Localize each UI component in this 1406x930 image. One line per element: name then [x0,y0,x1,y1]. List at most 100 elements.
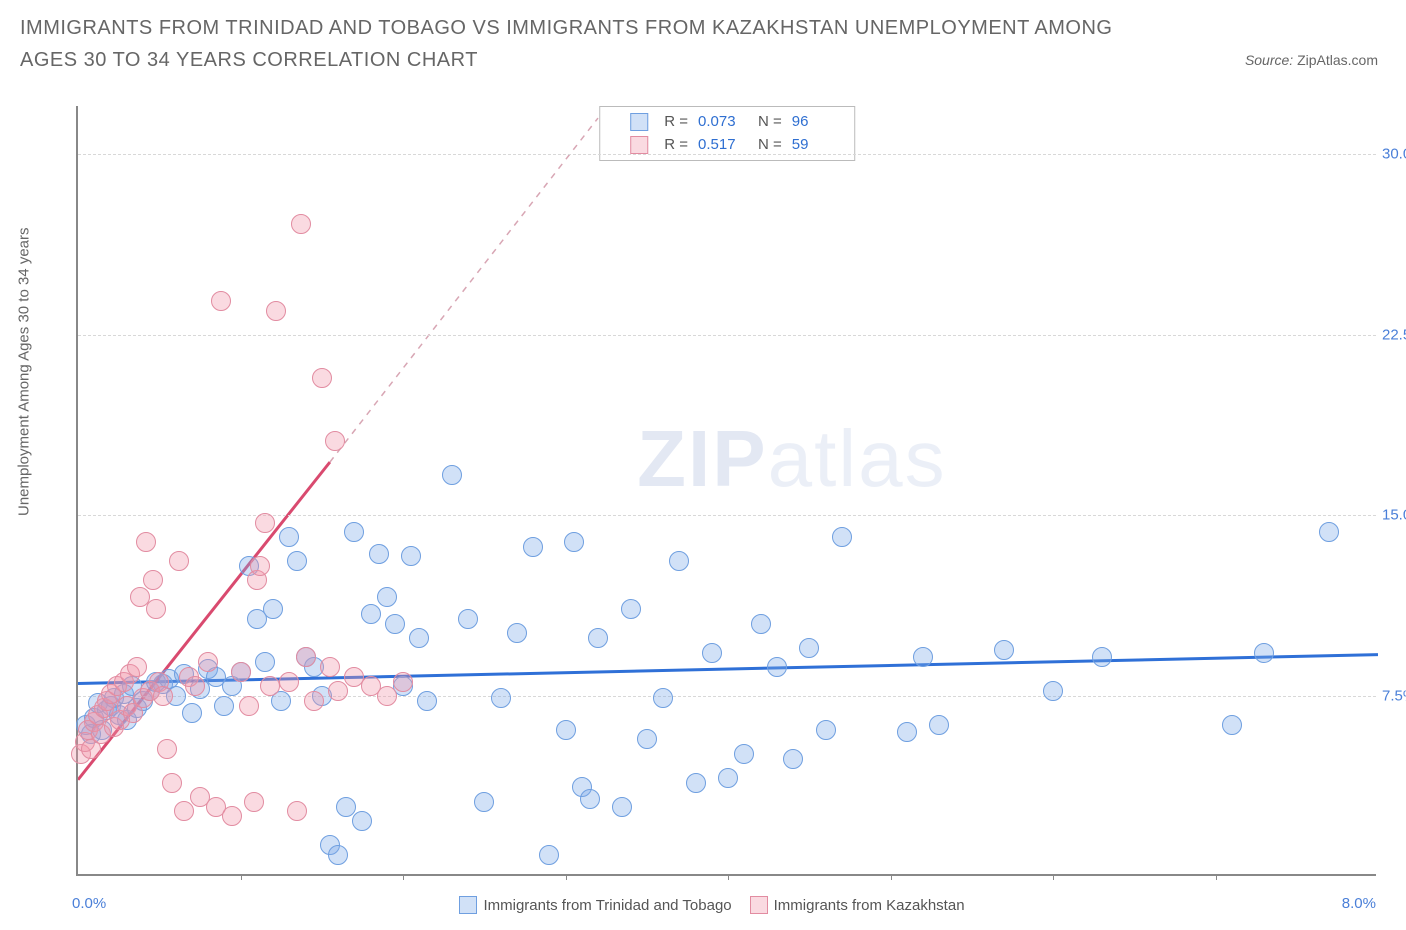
data-point-trinidad [913,647,933,667]
data-point-kazakhstan [174,801,194,821]
n-value: 59 [792,134,842,157]
data-point-trinidad [328,845,348,865]
data-point-kazakhstan [279,672,299,692]
data-point-trinidad [637,729,657,749]
data-point-trinidad [564,532,584,552]
data-point-kazakhstan [325,431,345,451]
n-label: N = [758,111,782,134]
data-point-trinidad [897,722,917,742]
data-point-trinidad [816,720,836,740]
trend-lines [78,106,1378,876]
data-point-trinidad [263,599,283,619]
data-point-kazakhstan [153,686,173,706]
page-title: IMMIGRANTS FROM TRINIDAD AND TOBAGO VS I… [20,12,1120,76]
data-point-trinidad [442,465,462,485]
data-point-trinidad [491,688,511,708]
data-point-trinidad [1043,681,1063,701]
data-point-kazakhstan [231,662,251,682]
r-label: R = [664,134,688,157]
data-point-trinidad [401,546,421,566]
x-tick [1216,874,1217,880]
data-point-trinidad [287,551,307,571]
data-point-kazakhstan [296,647,316,667]
data-point-trinidad [1319,522,1339,542]
legend-swatch-trinidad [459,896,477,914]
source-name: ZipAtlas.com [1297,52,1378,68]
r-value: 0.517 [698,134,748,157]
data-point-trinidad [474,792,494,812]
data-point-trinidad [612,797,632,817]
correlation-stats-box: R =0.073N =96R =0.517N =59 [599,106,855,161]
data-point-kazakhstan [136,532,156,552]
data-point-trinidad [255,652,275,672]
data-point-trinidad [751,614,771,634]
data-point-kazakhstan [377,686,397,706]
source-attribution: Source: ZipAtlas.com [1245,52,1378,68]
data-point-trinidad [702,643,722,663]
data-point-kazakhstan [266,301,286,321]
data-point-kazakhstan [169,551,189,571]
series-legend: Immigrants from Trinidad and TobagoImmig… [20,896,1386,914]
data-point-trinidad [653,688,673,708]
scatter-plot: ZIPatlas R =0.073N =96R =0.517N =59 7.5%… [76,106,1376,876]
data-point-trinidad [539,845,559,865]
data-point-trinidad [621,599,641,619]
data-point-trinidad [377,587,397,607]
data-point-trinidad [1222,715,1242,735]
n-value: 96 [792,111,842,134]
x-tick [566,874,567,880]
data-point-trinidad [344,522,364,542]
data-point-trinidad [417,691,437,711]
x-tick [1053,874,1054,880]
y-axis-label: Unemployment Among Ages 30 to 34 years [16,227,33,516]
data-point-trinidad [767,657,787,677]
legend-label-kazakhstan: Immigrants from Kazakhstan [774,897,965,914]
data-point-trinidad [279,527,299,547]
data-point-kazakhstan [255,513,275,533]
data-point-trinidad [336,797,356,817]
data-point-trinidad [832,527,852,547]
data-point-trinidad [686,773,706,793]
data-point-trinidad [669,551,689,571]
data-point-trinidad [580,789,600,809]
x-tick [891,874,892,880]
data-point-trinidad [588,628,608,648]
data-point-kazakhstan [143,570,163,590]
legend-swatch-kazakhstan [750,896,768,914]
x-tick [241,874,242,880]
data-point-trinidad [734,744,754,764]
data-point-trinidad [385,614,405,634]
data-point-kazakhstan [239,696,259,716]
data-point-kazakhstan [211,291,231,311]
chart-container: Unemployment Among Ages 30 to 34 years Z… [20,96,1386,916]
data-point-kazakhstan [244,792,264,812]
data-point-kazakhstan [393,672,413,692]
data-point-trinidad [523,537,543,557]
y-tick-label: 22.5% [1382,326,1406,343]
swatch-kazakhstan [630,136,648,154]
data-point-trinidad [994,640,1014,660]
data-point-kazakhstan [291,214,311,234]
x-tick [403,874,404,880]
data-point-trinidad [799,638,819,658]
data-point-trinidad [507,623,527,643]
data-point-trinidad [409,628,429,648]
data-point-trinidad [182,703,202,723]
data-point-trinidad [929,715,949,735]
data-point-kazakhstan [157,739,177,759]
gridline [78,154,1376,155]
data-point-kazakhstan [287,801,307,821]
source-label: Source: [1245,52,1293,68]
n-label: N = [758,134,782,157]
data-point-kazakhstan [250,556,270,576]
data-point-trinidad [214,696,234,716]
r-label: R = [664,111,688,134]
trend-line [330,118,598,462]
data-point-trinidad [352,811,372,831]
data-point-trinidad [783,749,803,769]
data-point-trinidad [718,768,738,788]
data-point-kazakhstan [146,599,166,619]
gridline [78,335,1376,336]
data-point-kazakhstan [320,657,340,677]
data-point-kazakhstan [222,806,242,826]
